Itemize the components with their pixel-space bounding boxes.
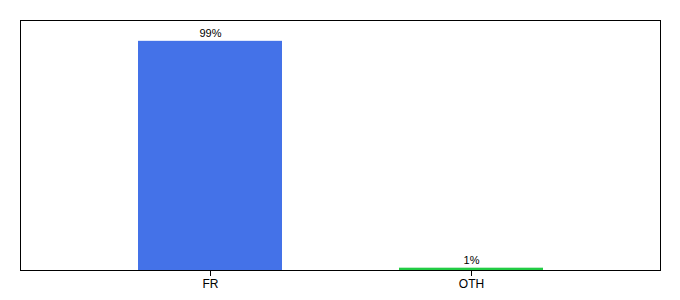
svg-text:99%: 99% bbox=[199, 27, 221, 39]
svg-text:1%: 1% bbox=[464, 254, 480, 266]
svg-text:OTH: OTH bbox=[459, 277, 484, 291]
svg-text:FR: FR bbox=[203, 277, 219, 291]
